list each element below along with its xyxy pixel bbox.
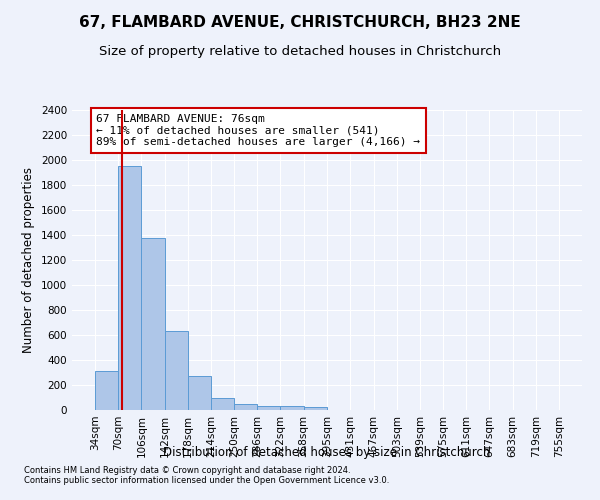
Bar: [211, 398, 234, 410]
Text: Size of property relative to detached houses in Christchurch: Size of property relative to detached ho…: [99, 45, 501, 58]
Bar: [257, 406, 280, 410]
Text: 67 FLAMBARD AVENUE: 76sqm
← 11% of detached houses are smaller (541)
89% of semi: 67 FLAMBARD AVENUE: 76sqm ← 11% of detac…: [97, 114, 421, 147]
Bar: [280, 406, 304, 410]
Bar: [142, 238, 164, 410]
Bar: [188, 376, 211, 410]
Text: 67, FLAMBARD AVENUE, CHRISTCHURCH, BH23 2NE: 67, FLAMBARD AVENUE, CHRISTCHURCH, BH23 …: [79, 15, 521, 30]
Bar: [304, 407, 328, 410]
Bar: [95, 370, 118, 410]
Bar: [118, 166, 142, 410]
Bar: [234, 404, 257, 410]
Text: Contains HM Land Registry data © Crown copyright and database right 2024.
Contai: Contains HM Land Registry data © Crown c…: [24, 466, 389, 485]
Bar: [164, 331, 188, 410]
Y-axis label: Number of detached properties: Number of detached properties: [22, 167, 35, 353]
Text: Distribution of detached houses by size in Christchurch: Distribution of detached houses by size …: [163, 446, 491, 459]
